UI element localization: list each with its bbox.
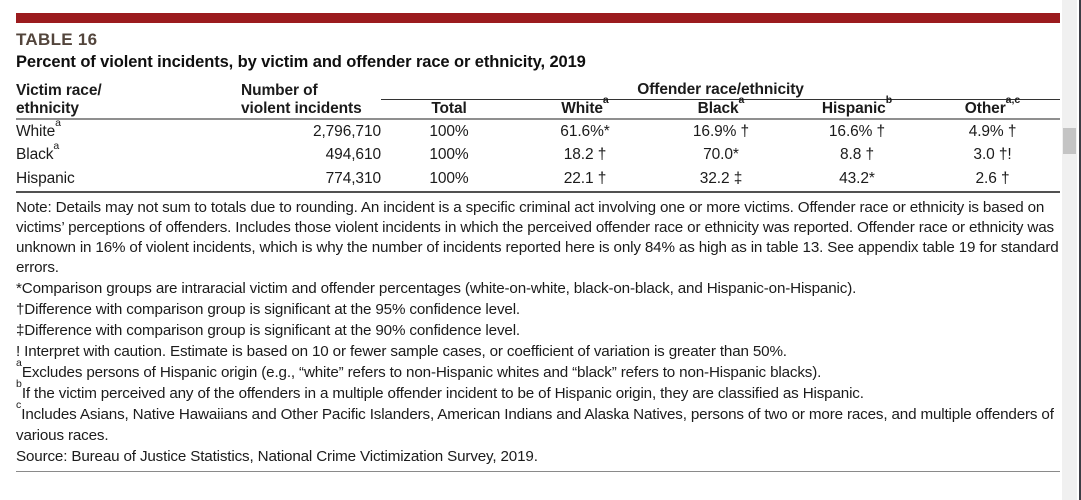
cell-hispanic-hispanic: 43.2* [789, 167, 925, 193]
cell-white-other: 4.9% † [968, 122, 1017, 140]
cell-hispanic-number: 774,310 [241, 167, 381, 193]
table-row-white: Whitea 2,796,710 100% 61.6%* 16.9% † 16.… [16, 116, 1060, 144]
table-row-hispanic: Hispanic 774,310 100% 22.1 † 32.2 ‡ 43.2… [16, 167, 1061, 193]
col-header-white: Whitea [517, 95, 653, 120]
col-header-victim-race: Victim race/ ethnicity [16, 81, 241, 120]
cell-hispanic-total: 100% [381, 167, 517, 193]
footnote-b: bIf the victim perceived any of the offe… [16, 379, 1060, 404]
footnote-exclamation-text: ! Interpret with caution. Estimate is ba… [16, 342, 787, 360]
footnote-a-sup: a [16, 357, 22, 370]
row-label-white: Whitea [16, 116, 241, 144]
footnote-a: aExcludes persons of Hispanic origin (e.… [16, 358, 1060, 383]
row-label-black-sup: a [53, 140, 60, 153]
col-header-total: Total [381, 99, 517, 120]
table-row-black: Blacka 494,610 100% 18.2 † 70.0* 8.8 † 3… [16, 141, 1060, 168]
cell-white-white: 61.6%* [560, 122, 610, 140]
col-header-hispanic-label: Hispanic [821, 100, 886, 117]
row-label-hispanic: Hispanic [16, 167, 241, 193]
row-label-white-text: White [16, 122, 56, 140]
cell-white-black: 16.9% † [692, 122, 750, 140]
table-number-label: TABLE 16 [16, 30, 98, 49]
footnote-double-dagger-text: ‡Difference with comparison group is sig… [16, 321, 520, 339]
cell-hispanic-white: 22.1 † [517, 167, 653, 193]
footnote-b-text: If the victim perceived any of the offen… [21, 384, 864, 402]
col-header-black-label: Black [697, 100, 739, 117]
scrollbar-track[interactable] [1062, 0, 1077, 500]
row-label-white-sup: a [55, 116, 61, 129]
row-label-hispanic-text: Hispanic [16, 169, 75, 187]
row-label-black-text: Black [16, 146, 54, 164]
footnote-b-sup: b [16, 378, 22, 391]
note-general: Note: Details may not sum to totals due … [16, 198, 1060, 278]
scrollbar-thumb[interactable] [1063, 128, 1076, 154]
col-header-white-sup: a [602, 93, 609, 106]
row-label-black: Blacka [16, 141, 241, 168]
footnote-c-text: Includes Asians, Native Hawaiians and Ot… [16, 405, 1054, 444]
window-right-edge [1079, 0, 1081, 500]
col-header-other-sup: a,c [1005, 93, 1021, 106]
col-header-number-line2: violent incidents [241, 100, 362, 117]
cell-white-total: 100% [429, 122, 469, 140]
col-header-victim-line1: Victim race/ [16, 82, 102, 99]
col-group-header-offender-label: Offender race/ethnicity [637, 81, 804, 98]
footnote-asterisk: *Comparison groups are intraracial victi… [16, 278, 1060, 299]
col-header-white-label: White [561, 100, 603, 117]
table-top-accent-bar [16, 13, 1060, 23]
col-header-hispanic: Hispanicb [789, 95, 925, 120]
notes-section: Note: Details may not sum to totals due … [16, 198, 1060, 446]
footnote-c: cIncludes Asians, Native Hawaiians and O… [16, 400, 1060, 446]
source-line: Source: Bureau of Justice Statistics, Na… [16, 447, 1060, 472]
table-title: Percent of violent incidents, by victim … [16, 53, 586, 71]
col-header-hispanic-sup: b [885, 93, 893, 106]
col-header-victim-line2: ethnicity [16, 100, 79, 117]
col-header-number-incidents: Number of violent incidents [241, 81, 381, 120]
footnote-dagger-text: †Difference with comparison group is sig… [16, 300, 520, 318]
note-general-text: Note: Details may not sum to totals due … [16, 198, 1059, 276]
col-header-other: Othera,c [925, 95, 1061, 120]
cell-black-black: 70.0* [703, 146, 739, 164]
footnote-double-dagger: ‡Difference with comparison group is sig… [16, 320, 1060, 341]
table-subheader-row: Total Whitea Blacka Hispanicb Othera,c [16, 95, 1061, 120]
col-header-number-line1: Number of [241, 82, 318, 99]
table-group-header-row: Victim race/ ethnicity Number of violent… [16, 81, 1061, 120]
cell-white-number: 2,796,710 [312, 122, 381, 140]
statistics-table: Victim race/ ethnicity Number of violent… [16, 81, 1061, 193]
col-group-header-offender: Offender race/ethnicity [381, 81, 1061, 100]
report-page: TABLE 16 Percent of violent incidents, b… [16, 0, 1061, 472]
cell-white-hispanic: 16.6% † [828, 122, 886, 140]
footnote-c-sup: c [16, 399, 22, 412]
cell-hispanic-black: 32.2 ‡ [653, 167, 789, 193]
footnote-asterisk-text: *Comparison groups are intraracial victi… [16, 279, 857, 297]
cell-black-hispanic: 8.8 † [840, 146, 874, 164]
cell-black-number: 494,610 [325, 146, 381, 164]
cell-black-total: 100% [429, 146, 469, 164]
col-header-total-label: Total [431, 100, 467, 117]
col-header-black: Blacka [653, 95, 789, 120]
footnote-exclamation: ! Interpret with caution. Estimate is ba… [16, 341, 1060, 362]
cell-black-other: 3.0 †! [973, 146, 1012, 164]
cell-black-white: 18.2 † [563, 146, 607, 164]
cell-hispanic-other: 2.6 † [925, 167, 1061, 193]
footnote-dagger: †Difference with comparison group is sig… [16, 299, 1060, 320]
col-header-black-sup: a [738, 93, 745, 106]
footnote-a-text: Excludes persons of Hispanic origin (e.g… [21, 363, 822, 381]
col-header-other-label: Other [964, 100, 1006, 117]
